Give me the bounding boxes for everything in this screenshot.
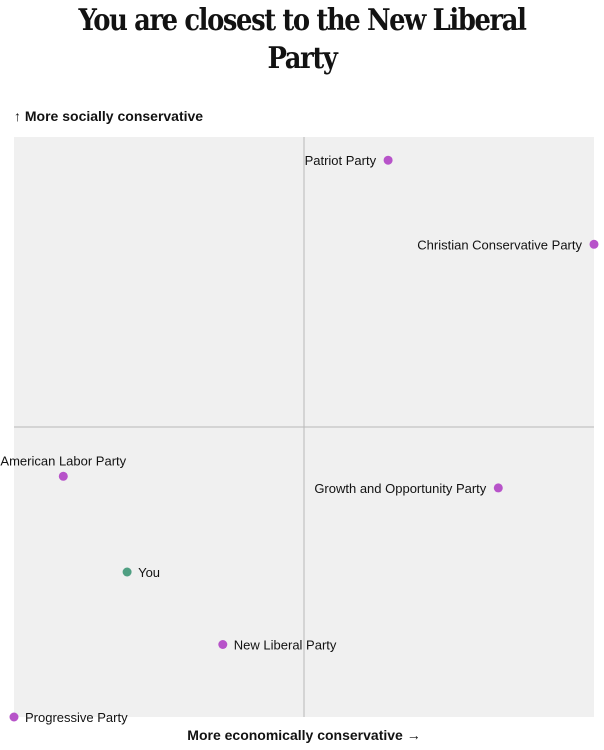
point-progressive-party xyxy=(9,712,19,722)
point-growth-and-opportunity-party xyxy=(493,483,503,493)
point-label-growth-and-opportunity-party: Growth and Opportunity Party xyxy=(314,481,486,496)
point-label-patriot-party: Patriot Party xyxy=(305,153,377,168)
point-patriot-party xyxy=(383,155,393,165)
point-label-progressive-party: Progressive Party xyxy=(25,710,128,725)
point-american-labor-party xyxy=(58,471,68,481)
point-christian-conservative-party xyxy=(589,239,599,249)
point-new-liberal-party xyxy=(218,640,228,649)
point-label-american-labor-party: American Labor Party xyxy=(0,453,126,468)
point-label-new-liberal-party: New Liberal Party xyxy=(234,638,337,653)
y-axis-label: ↑ More socially conservative xyxy=(14,108,204,124)
point-label-christian-conservative-party: Christian Conservative Party xyxy=(417,237,582,252)
x-axis-label: More economically conservative → xyxy=(187,727,421,743)
point-label-you: You xyxy=(138,565,160,580)
point-you xyxy=(122,567,132,577)
chart-title: You are closest to the New Liberal Party xyxy=(78,3,526,76)
